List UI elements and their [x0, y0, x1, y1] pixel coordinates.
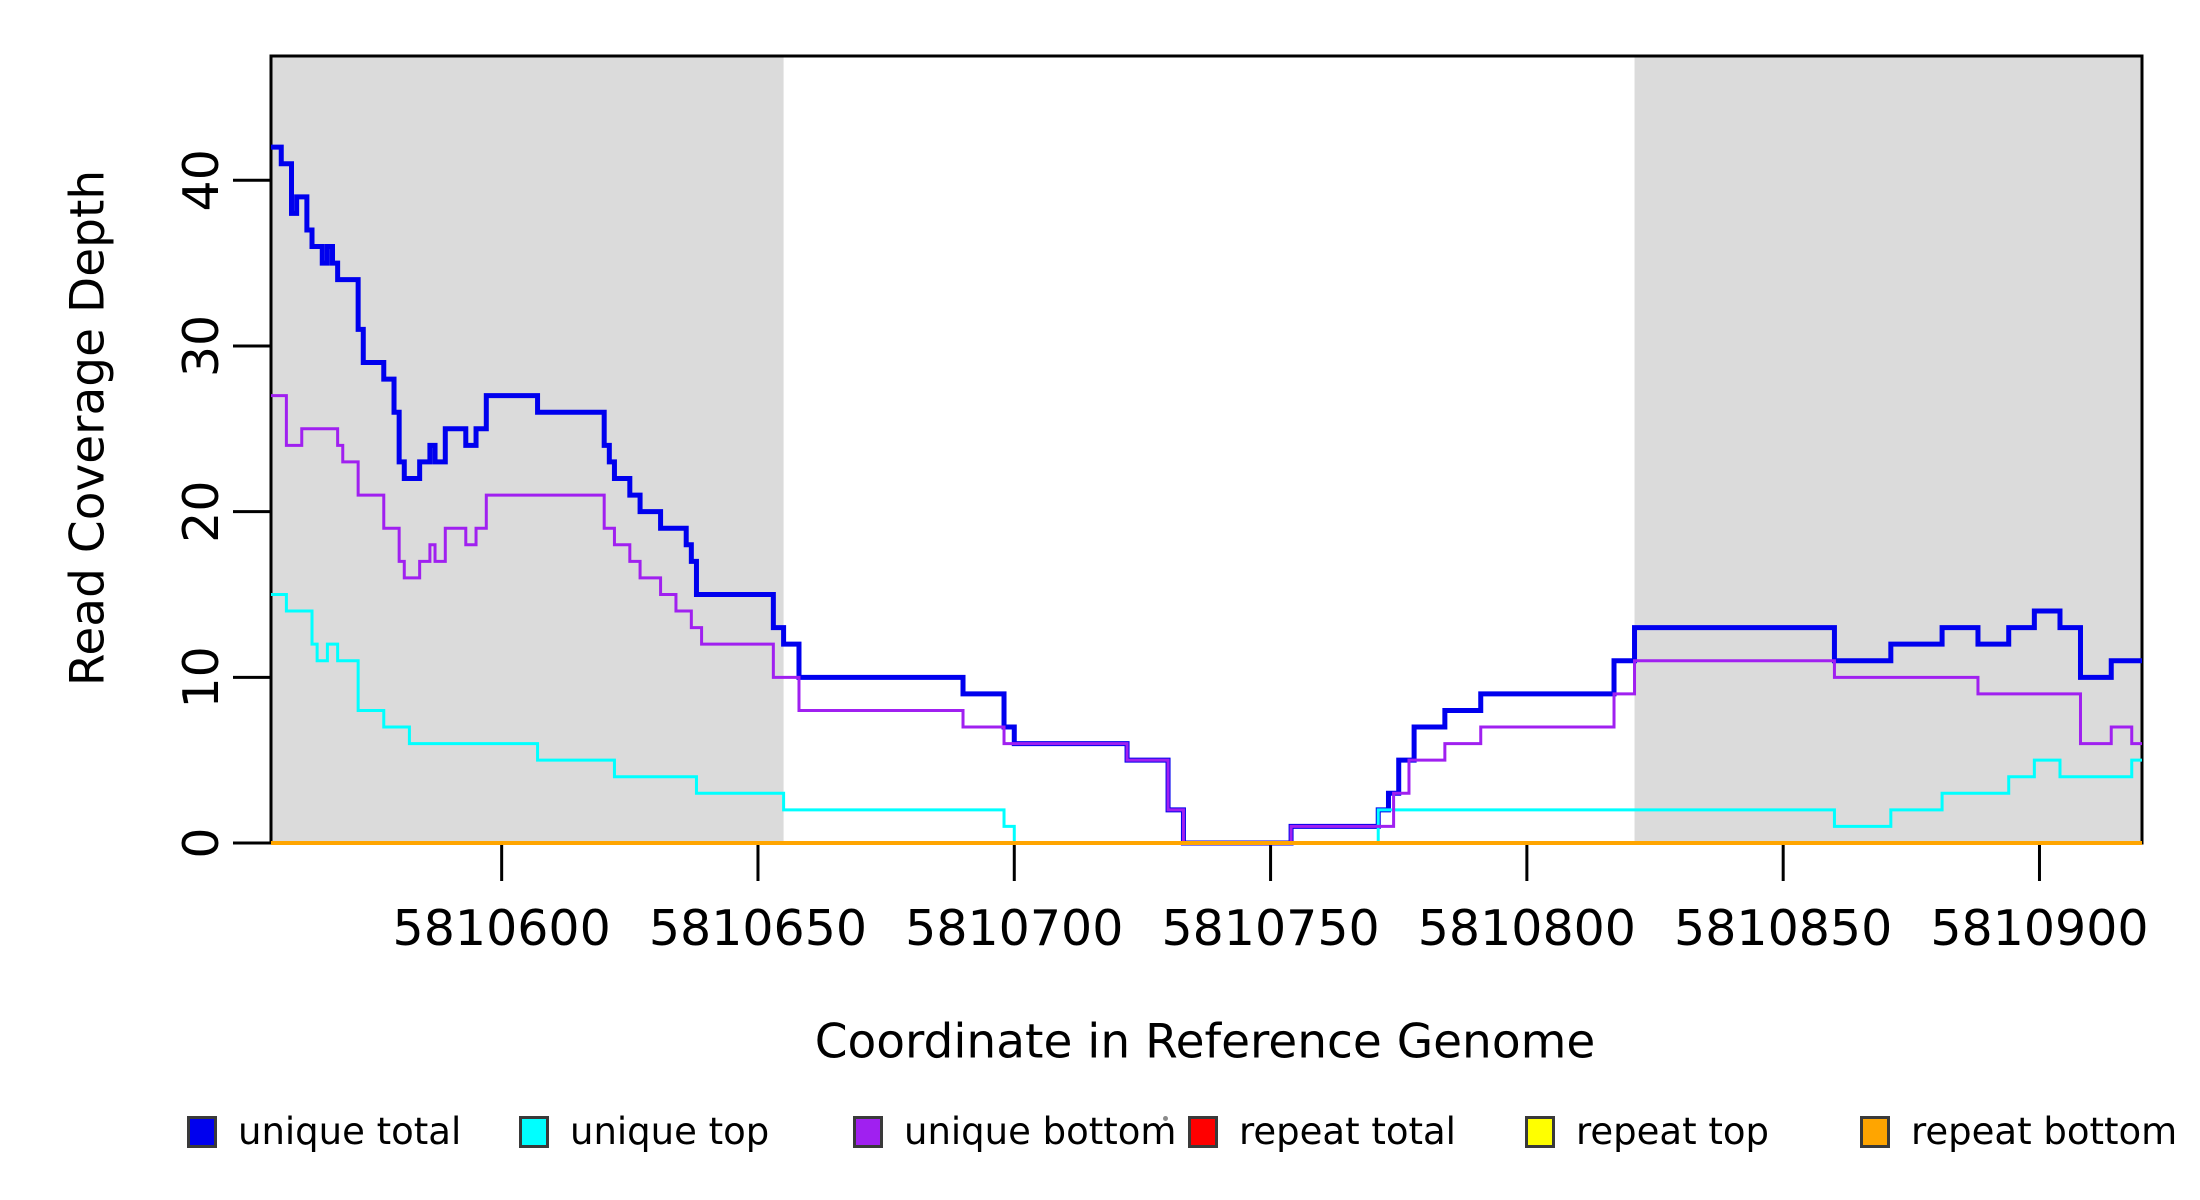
- unique-top-swatch-icon: [519, 1116, 549, 1148]
- x-tick-label: 5810750: [1161, 900, 1379, 957]
- y-tick-label: 20: [173, 480, 230, 542]
- legend-item-unique-top: unique top: [519, 1112, 769, 1152]
- y-axis-title: Read Coverage Depth: [60, 169, 116, 687]
- series-unique-bottom: [271, 394, 2142, 845]
- legend-label: unique bottom: [904, 1110, 1177, 1153]
- legend-label: unique top: [570, 1110, 770, 1153]
- legend-label: repeat top: [1576, 1110, 1769, 1153]
- legend-label: repeat bottom: [1911, 1110, 2178, 1153]
- legend-item-repeat-top: repeat top: [1525, 1112, 1769, 1152]
- x-tick-label: 5810700: [905, 900, 1123, 957]
- stray-dot: [1163, 1116, 1168, 1121]
- series-unique-top: [271, 592, 2142, 845]
- shaded-region: [1634, 56, 2142, 843]
- y-tick-label: 30: [173, 315, 230, 377]
- y-tick-label: 0: [173, 827, 230, 858]
- legend-item-unique-bottom: unique bottom: [853, 1112, 1176, 1152]
- x-tick-label: 5810900: [1930, 900, 2148, 957]
- y-tick-label: 40: [173, 149, 230, 211]
- shaded-region: [271, 56, 784, 843]
- y-tick-label: 10: [173, 646, 230, 708]
- repeat-top-swatch-icon: [1525, 1116, 1555, 1148]
- x-tick-label: 5810600: [393, 900, 611, 957]
- unique-total-swatch-icon: [187, 1116, 217, 1148]
- x-tick-label: 5810800: [1418, 900, 1636, 957]
- legend-label: repeat total: [1239, 1110, 1456, 1153]
- repeat-bottom-swatch-icon: [1860, 1116, 1890, 1148]
- x-axis-title: Coordinate in Reference Genome: [814, 1014, 1596, 1070]
- legend-item-repeat-total: repeat total: [1188, 1112, 1456, 1152]
- x-tick-label: 5810850: [1674, 900, 1892, 957]
- x-tick-label: 5810650: [649, 900, 867, 957]
- repeat-total-swatch-icon: [1188, 1116, 1218, 1148]
- series-unique-total: [271, 144, 2142, 846]
- legend-label: unique total: [238, 1110, 462, 1153]
- legend-item-unique-total: unique total: [187, 1112, 461, 1152]
- unique-bottom-swatch-icon: [853, 1116, 883, 1148]
- legend-item-repeat-bottom: repeat bottom: [1860, 1112, 2177, 1152]
